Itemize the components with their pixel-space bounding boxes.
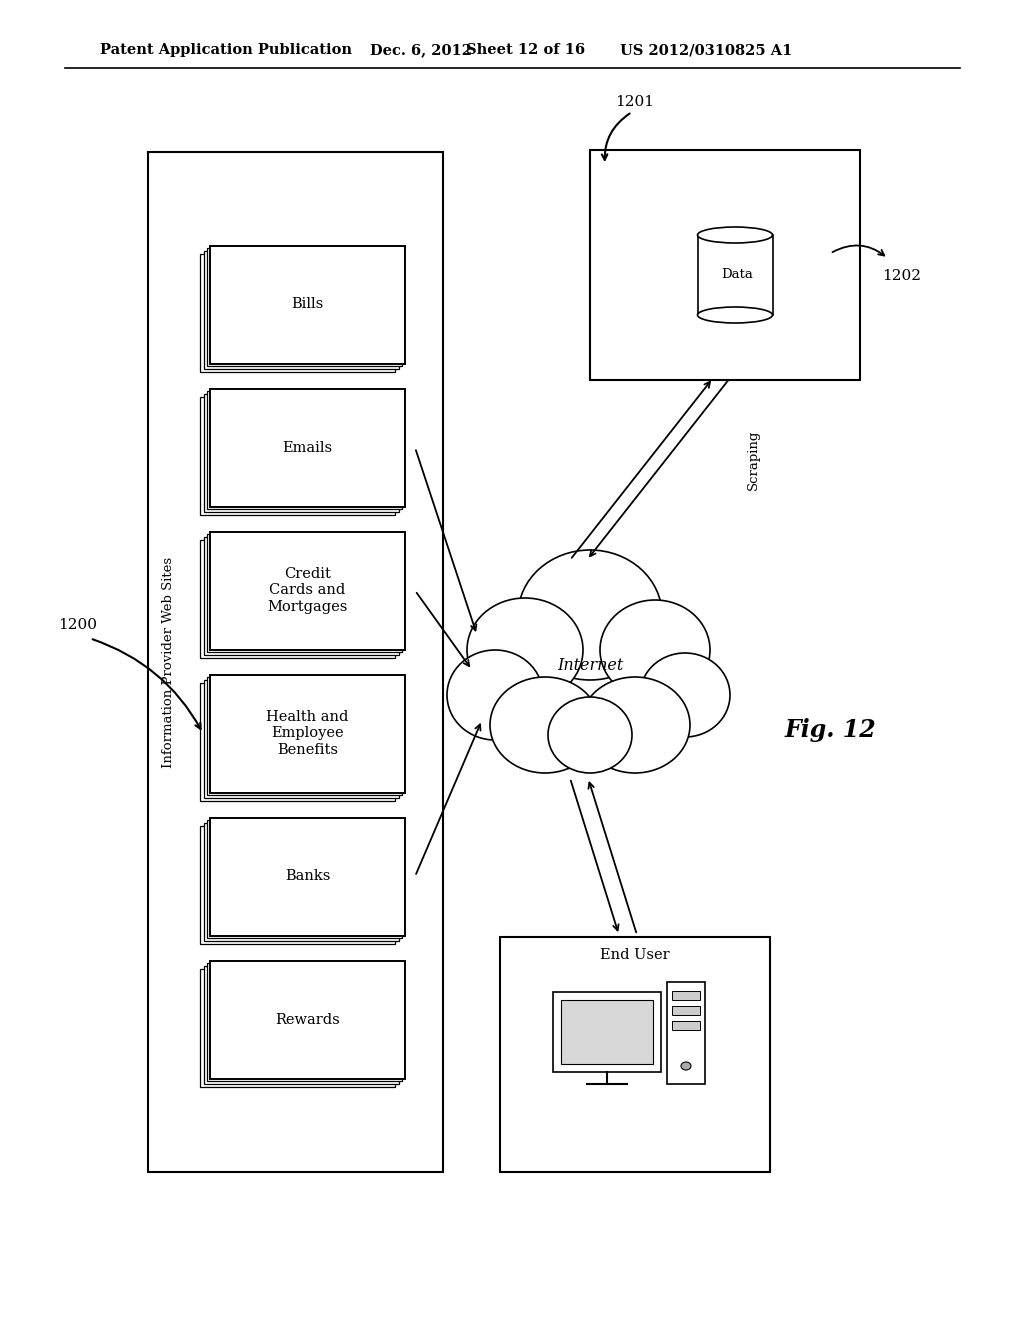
Ellipse shape <box>548 697 632 774</box>
Bar <box>207 391 402 508</box>
Bar <box>204 251 399 368</box>
Bar <box>697 235 772 315</box>
Ellipse shape <box>467 598 583 702</box>
Bar <box>210 532 406 649</box>
Ellipse shape <box>697 308 772 323</box>
Bar <box>204 822 399 940</box>
Bar <box>204 965 399 1084</box>
Bar <box>200 825 395 944</box>
Text: 1201: 1201 <box>615 95 654 110</box>
Ellipse shape <box>490 677 600 774</box>
Bar <box>500 937 770 1172</box>
Bar <box>148 152 443 1172</box>
Text: Data: Data <box>721 268 753 281</box>
Text: Internet: Internet <box>557 656 624 673</box>
Ellipse shape <box>681 1063 691 1071</box>
Bar <box>207 676 402 795</box>
Text: Health and
Employee
Benefits: Health and Employee Benefits <box>266 710 349 756</box>
Bar <box>667 982 705 1084</box>
Bar <box>210 675 406 792</box>
Text: Patent Application Publication: Patent Application Publication <box>100 44 352 57</box>
Ellipse shape <box>697 227 772 243</box>
Bar <box>200 396 395 515</box>
Text: End User: End User <box>600 948 670 962</box>
Bar <box>561 1001 653 1064</box>
Text: Information Provider Web Sites: Information Provider Web Sites <box>162 557 174 767</box>
Ellipse shape <box>447 649 543 741</box>
Text: Emails: Emails <box>283 441 333 454</box>
Bar <box>204 393 399 511</box>
Text: Scraping: Scraping <box>746 430 760 490</box>
Text: Rewards: Rewards <box>275 1012 340 1027</box>
Text: Credit
Cards and
Mortgages: Credit Cards and Mortgages <box>267 568 348 614</box>
Bar <box>204 536 399 655</box>
Bar <box>204 680 399 797</box>
Bar <box>200 540 395 657</box>
Text: Bills: Bills <box>292 297 324 312</box>
Ellipse shape <box>518 550 662 680</box>
Bar <box>210 961 406 1078</box>
Ellipse shape <box>640 653 730 737</box>
Text: US 2012/0310825 A1: US 2012/0310825 A1 <box>620 44 793 57</box>
Bar <box>672 1020 700 1030</box>
Bar <box>553 993 662 1072</box>
Text: Dec. 6, 2012: Dec. 6, 2012 <box>370 44 472 57</box>
Bar <box>672 1006 700 1015</box>
Bar <box>207 820 402 937</box>
Text: 1202: 1202 <box>883 269 922 284</box>
Bar <box>672 991 700 1001</box>
Text: 1200: 1200 <box>58 618 97 632</box>
Text: Banks: Banks <box>285 870 330 883</box>
Text: Fig. 12: Fig. 12 <box>784 718 876 742</box>
Bar <box>207 248 402 366</box>
Ellipse shape <box>580 677 690 774</box>
Bar <box>200 969 395 1086</box>
Bar <box>590 150 860 380</box>
Ellipse shape <box>600 601 710 700</box>
Bar <box>210 817 406 936</box>
Bar <box>210 388 406 507</box>
Bar <box>200 682 395 800</box>
Bar <box>200 253 395 371</box>
Bar <box>207 533 402 652</box>
Text: Sheet 12 of 16: Sheet 12 of 16 <box>466 44 585 57</box>
Bar <box>210 246 406 363</box>
Bar <box>207 962 402 1081</box>
